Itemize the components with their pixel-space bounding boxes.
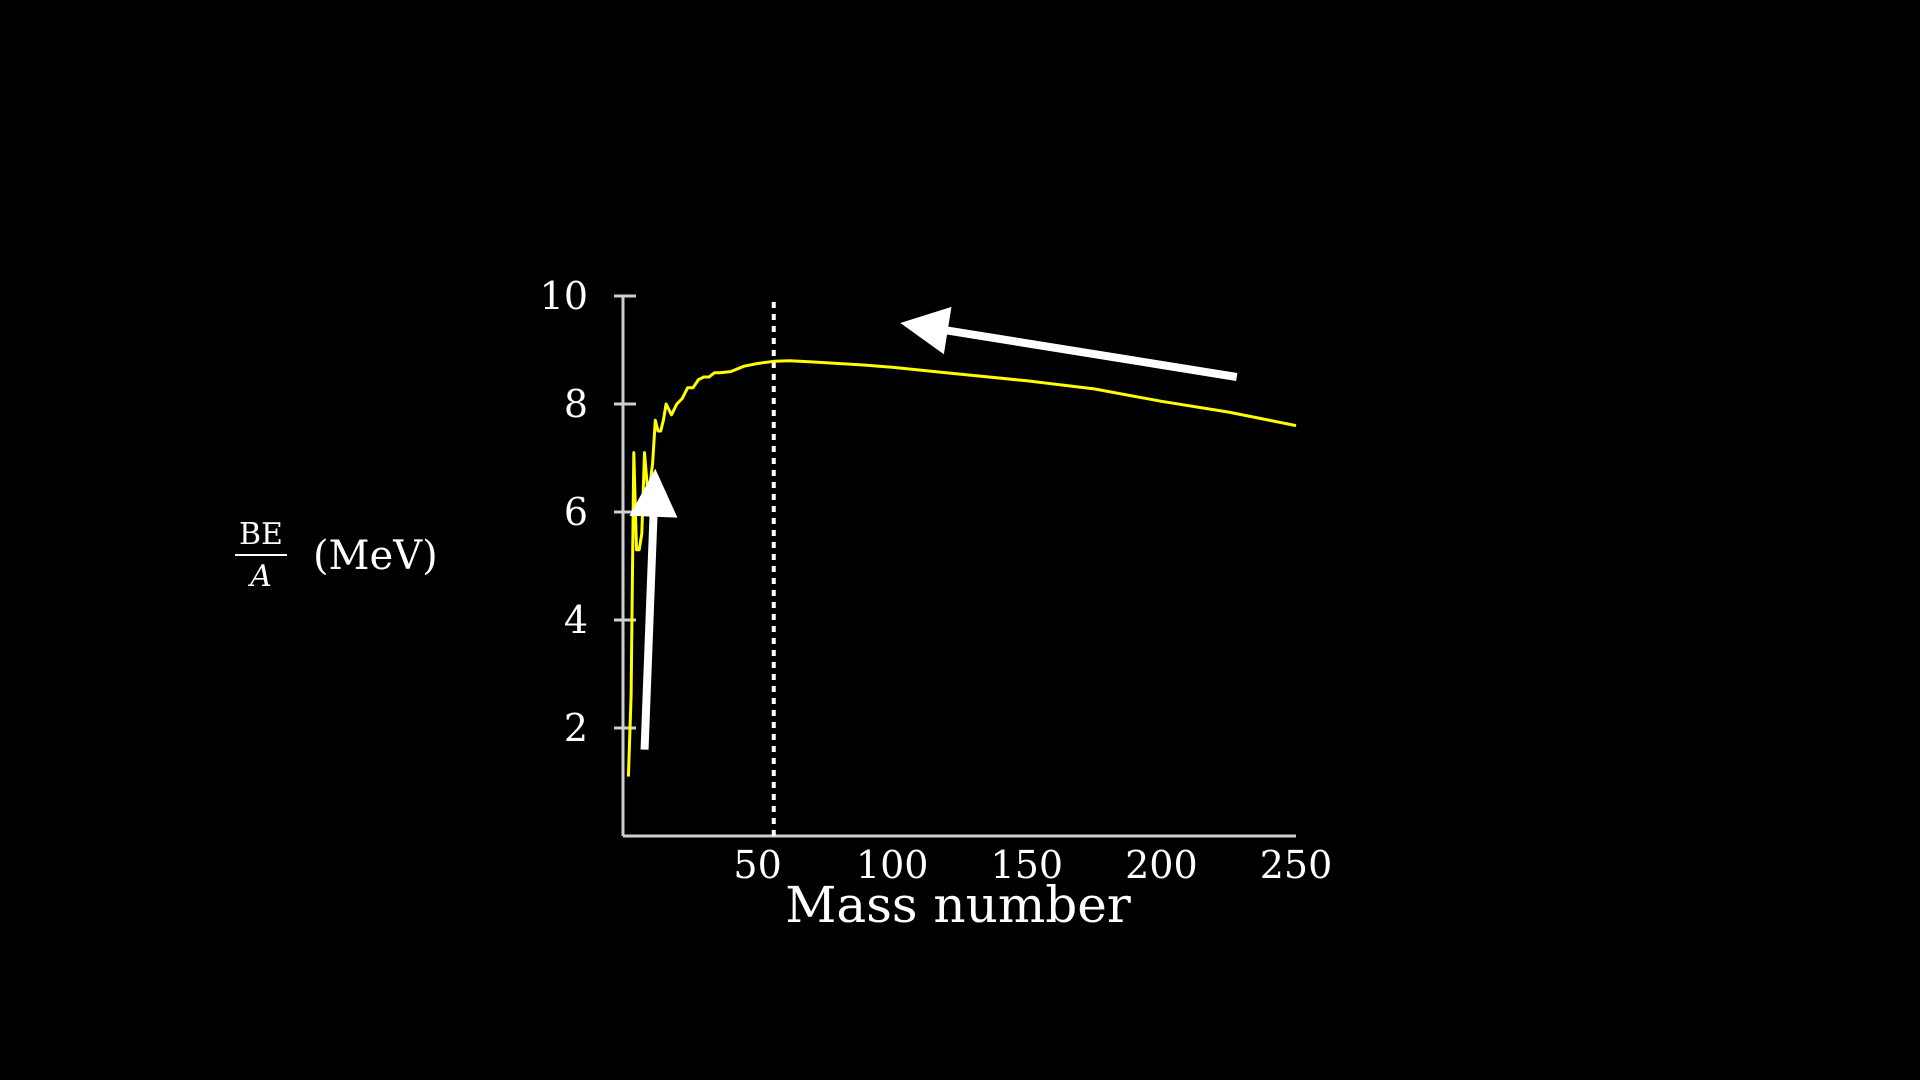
y-axis-numerator: BE bbox=[235, 520, 287, 556]
x-tick-label: 200 bbox=[1125, 843, 1198, 887]
x-tick-label: 250 bbox=[1260, 843, 1333, 887]
y-axis-denominator: A bbox=[250, 559, 272, 594]
y-axis-label: BE A (MeV) bbox=[235, 520, 438, 592]
arrows-group bbox=[629, 306, 1238, 750]
x-tick-label: 150 bbox=[991, 843, 1064, 887]
arrow-head bbox=[900, 306, 952, 355]
arrow-head bbox=[629, 468, 678, 518]
series-group bbox=[626, 359, 1297, 777]
arrow-shaft bbox=[640, 512, 658, 750]
y-tick-label: 8 bbox=[564, 382, 588, 426]
y-tick-label: 4 bbox=[564, 598, 588, 642]
y-axis-fraction: BE A bbox=[235, 520, 287, 592]
x-axis-label: Mass number bbox=[785, 876, 1131, 934]
axes bbox=[614, 294, 1296, 838]
arrow-shaft bbox=[943, 326, 1238, 381]
y-tick-label: 2 bbox=[564, 706, 588, 750]
y-tick-label: 10 bbox=[540, 274, 588, 318]
tick-labels: 2 4 6 8 10 50 100 150 200 250 bbox=[540, 274, 1333, 887]
y-tick-label: 6 bbox=[564, 490, 588, 534]
y-axis-unit: (MeV) bbox=[312, 533, 438, 579]
series-line bbox=[626, 359, 1297, 777]
x-tick-label: 50 bbox=[733, 843, 781, 887]
x-tick-label: 100 bbox=[856, 843, 929, 887]
